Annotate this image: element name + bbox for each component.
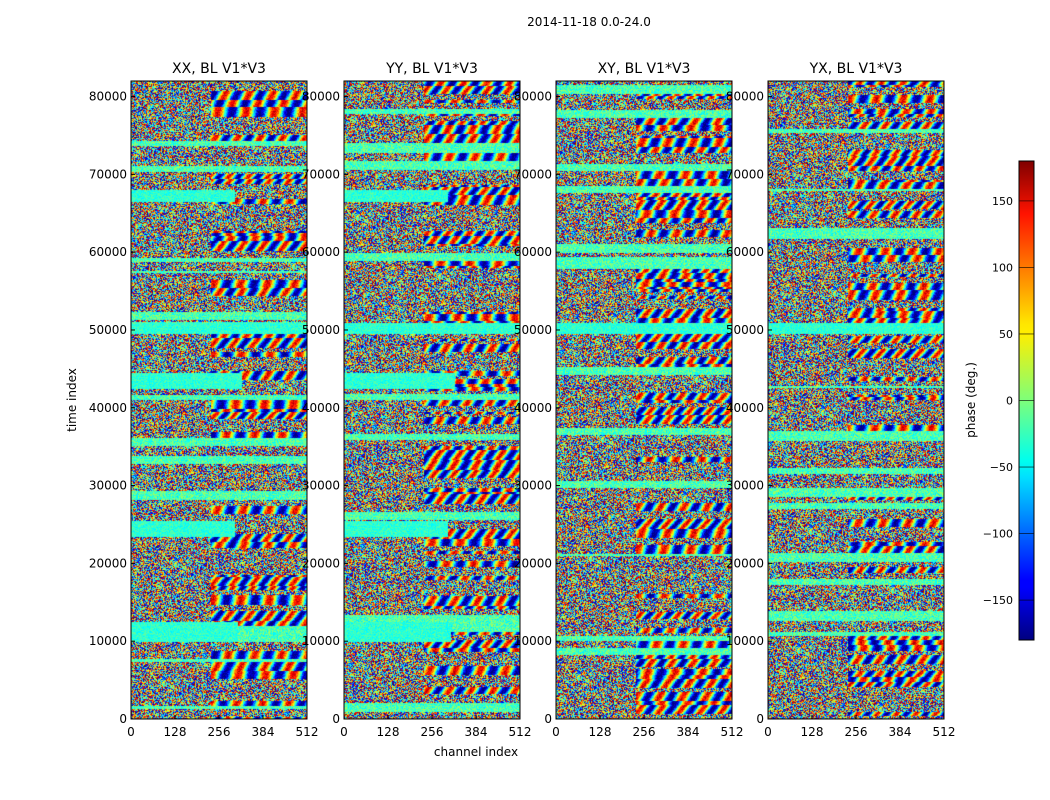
figure-suptitle: 2014-11-18 0.0-24.0 xyxy=(527,15,651,29)
colorbar-tick-label: −50 xyxy=(990,461,1013,474)
x-tick-label: 512 xyxy=(296,725,319,739)
heatmap-panels: XX, BL V1*V3 0 128 256 384 512 0 10000 20000 3000… xyxy=(89,61,956,739)
panel-xy: XY, BL V1*V3 0 128 256 384 512 0 10000 20000 3000… xyxy=(514,61,744,739)
panel-yx: YX, BL V1*V3 0 128 256 384 512 0 10000 20000 3000… xyxy=(726,61,956,739)
x-tick-label: 128 xyxy=(164,725,187,739)
x-tick-label: 384 xyxy=(252,725,275,739)
panel-xx: XX, BL V1*V3 0 128 256 384 512 0 10000 20000 3000… xyxy=(89,61,319,739)
colorbar-label: phase (deg.) xyxy=(964,362,978,438)
x-tick-label: 512 xyxy=(721,725,744,739)
y-tick-label: 80000 xyxy=(726,90,764,104)
y-tick-label: 20000 xyxy=(302,556,340,570)
x-tick-label: 128 xyxy=(801,725,824,739)
y-tick-label: 80000 xyxy=(302,90,340,104)
y-tick-label: 80000 xyxy=(89,90,127,104)
x-tick-label: 0 xyxy=(552,725,560,739)
colorbar-tick-label: 50 xyxy=(999,328,1013,341)
y-tick-label: 0 xyxy=(119,712,127,726)
y-tick-label: 10000 xyxy=(514,634,552,648)
y-tick-label: 70000 xyxy=(89,167,127,181)
y-tick-label: 20000 xyxy=(726,556,764,570)
x-tick-label: 384 xyxy=(465,725,488,739)
y-tick-label: 10000 xyxy=(89,634,127,648)
y-tick-label: 0 xyxy=(332,712,340,726)
heatmap-cells-yy xyxy=(344,81,520,719)
y-tick-label: 70000 xyxy=(514,167,552,181)
y-tick-label: 70000 xyxy=(726,167,764,181)
y-tick-label: 50000 xyxy=(89,323,127,337)
y-tick-label: 70000 xyxy=(302,167,340,181)
y-tick-label: 40000 xyxy=(89,401,127,415)
x-tick-label: 256 xyxy=(845,725,868,739)
y-tick-label: 50000 xyxy=(514,323,552,337)
y-tick-label: 10000 xyxy=(302,634,340,648)
x-tick-label: 384 xyxy=(889,725,912,739)
panel-title: YY, BL V1*V3 xyxy=(385,61,478,77)
colorbar-tick-label: 0 xyxy=(1006,395,1013,408)
y-tick-label: 80000 xyxy=(514,90,552,104)
panel-title: YX, BL V1*V3 xyxy=(809,61,903,77)
y-axis-label: time index xyxy=(65,368,79,432)
x-tick-label: 512 xyxy=(509,725,532,739)
y-tick-label: 60000 xyxy=(726,245,764,259)
colorbar: −150 −100 −50 0 50 100 150 phase (deg.) xyxy=(964,160,1035,641)
x-tick-label: 0 xyxy=(340,725,348,739)
y-tick-label: 50000 xyxy=(302,323,340,337)
x-tick-label: 128 xyxy=(377,725,400,739)
y-tick-label: 60000 xyxy=(514,245,552,259)
y-tick-label: 40000 xyxy=(302,401,340,415)
x-tick-label: 256 xyxy=(208,725,231,739)
heatmap-cells-xx xyxy=(131,81,307,719)
colorbar-tick-label: −100 xyxy=(983,528,1013,541)
y-tick-label: 20000 xyxy=(89,556,127,570)
y-tick-label: 0 xyxy=(756,712,764,726)
x-tick-label: 384 xyxy=(677,725,700,739)
y-tick-label: 0 xyxy=(544,712,552,726)
x-tick-label: 128 xyxy=(589,725,612,739)
panel-title: XY, BL V1*V3 xyxy=(598,61,691,77)
colorbar-tick-label: −150 xyxy=(983,594,1013,607)
x-tick-label: 0 xyxy=(127,725,135,739)
panel-yy: YY, BL V1*V3 0 128 256 384 512 0 10000 20000 3000… xyxy=(302,61,532,739)
y-tick-label: 40000 xyxy=(726,401,764,415)
heatmap-cells-xy xyxy=(556,81,732,719)
y-tick-label: 50000 xyxy=(726,323,764,337)
y-tick-label: 30000 xyxy=(514,479,552,493)
panel-title: XX, BL V1*V3 xyxy=(172,61,266,77)
y-tick-label: 30000 xyxy=(302,479,340,493)
x-tick-label: 256 xyxy=(421,725,444,739)
colorbar-tick-label: 150 xyxy=(992,195,1013,208)
colorbar-tick-label: 100 xyxy=(992,261,1013,274)
x-tick-label: 0 xyxy=(764,725,772,739)
y-tick-label: 30000 xyxy=(89,479,127,493)
x-axis-label: channel index xyxy=(434,745,518,759)
y-tick-label: 40000 xyxy=(514,401,552,415)
x-tick-label: 256 xyxy=(633,725,656,739)
y-tick-label: 10000 xyxy=(726,634,764,648)
colorbar-ticks: −150 −100 −50 0 50 100 150 xyxy=(983,195,1034,607)
y-tick-label: 60000 xyxy=(89,245,127,259)
y-tick-label: 60000 xyxy=(302,245,340,259)
heatmap-cells-yx xyxy=(768,81,944,719)
x-tick-label: 512 xyxy=(933,725,956,739)
y-tick-label: 30000 xyxy=(726,479,764,493)
y-tick-label: 20000 xyxy=(514,556,552,570)
